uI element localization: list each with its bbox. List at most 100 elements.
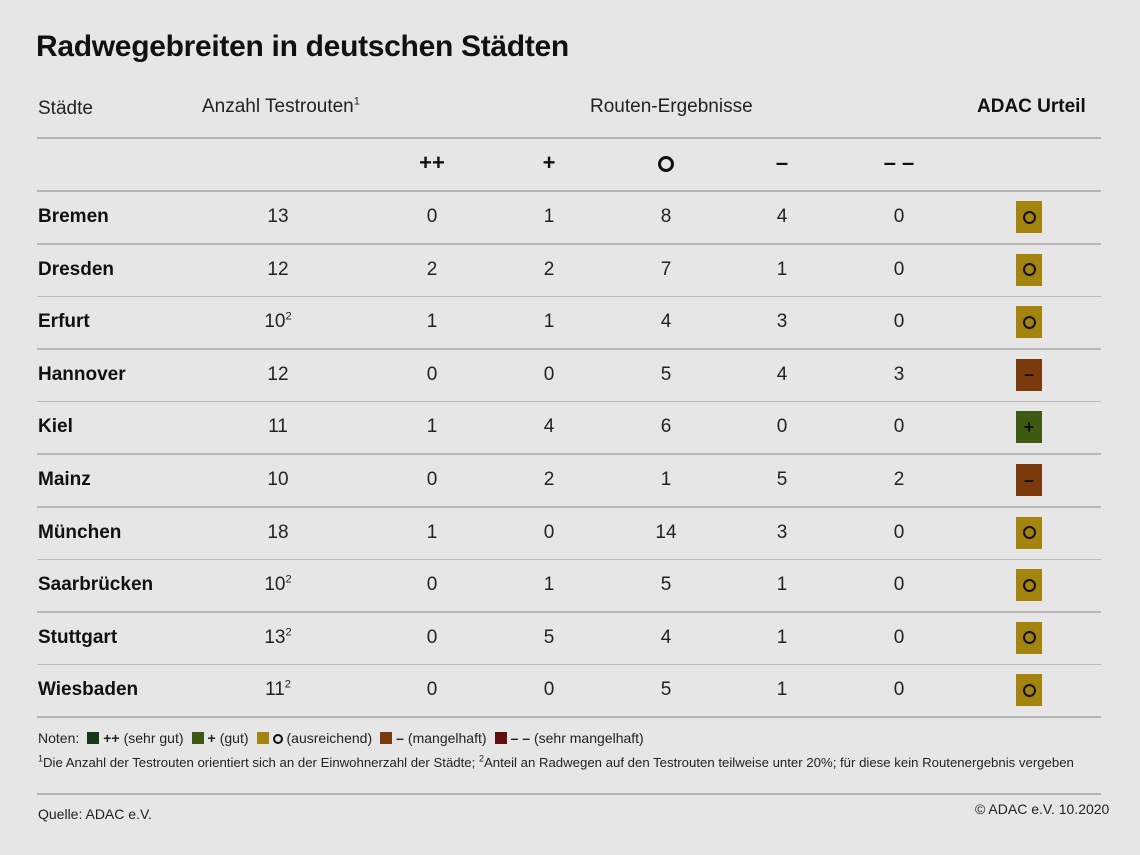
route-count-footnote: 2 <box>284 679 291 692</box>
route-count-value: 18 <box>267 521 289 543</box>
result-vp: 0 <box>893 206 905 227</box>
city-name: Mainz <box>38 469 91 490</box>
route-count: 132 <box>248 612 308 664</box>
route-count: 112 <box>248 664 308 716</box>
legend-mark: + <box>207 730 216 746</box>
result-p: 0 <box>776 416 788 438</box>
verdict-badge: – <box>1016 464 1042 496</box>
result-p: 4 <box>776 206 788 227</box>
result-vg: 1 <box>426 311 438 333</box>
route-count-footnote: 2 <box>285 626 292 639</box>
table-row: Stuttgart 132 0 5 4 1 0 <box>0 612 1140 664</box>
result-vg: 0 <box>426 679 438 701</box>
header-results: Routen-Ergebnisse <box>590 96 753 117</box>
result-vg: 0 <box>426 626 438 648</box>
result-p: 3 <box>776 311 788 333</box>
route-count: 10 <box>248 454 308 506</box>
result-vg: 0 <box>426 363 438 385</box>
result-s: 4 <box>660 626 672 648</box>
route-count: 102 <box>248 559 308 611</box>
route-count-value: 11 <box>268 416 288 438</box>
col-very-good: ++ <box>419 150 445 175</box>
result-vg: 0 <box>426 574 438 596</box>
result-g: 1 <box>543 206 555 227</box>
result-p: 1 <box>776 574 788 596</box>
result-s: 5 <box>660 363 672 385</box>
header-rule <box>37 137 1101 139</box>
route-count: 13 <box>248 191 308 243</box>
verdict-badge <box>1016 516 1042 549</box>
page-title: Radwegebreiten in deutschen Städten <box>36 30 569 63</box>
verdict-badge <box>1016 253 1042 286</box>
verdict-badge <box>1016 621 1042 654</box>
city-name: Erfurt <box>38 311 90 333</box>
table-row: Kiel 11 1 4 6 0 0 + <box>0 401 1140 453</box>
footnote-text-1: Die Anzahl der Testrouten orientiert sic… <box>43 755 479 770</box>
row-divider <box>37 295 1101 298</box>
legend-swatch <box>256 732 269 744</box>
verdict-badge <box>1016 674 1042 707</box>
subheader-rule <box>37 190 1101 192</box>
legend-mark: – <box>396 730 404 746</box>
result-s: 6 <box>660 416 672 438</box>
route-count-value: 10 <box>267 469 289 490</box>
row-divider <box>37 663 1101 666</box>
result-p: 1 <box>776 679 788 701</box>
table-row: Wiesbaden 112 0 0 5 1 0 <box>0 664 1140 716</box>
ring-icon <box>658 156 674 173</box>
table-row: Bremen 13 0 1 8 4 0 <box>0 191 1140 243</box>
route-count: 18 <box>248 507 308 559</box>
route-count-value: 13 <box>267 206 289 227</box>
header-routes: Anzahl Testrouten1 <box>202 96 360 118</box>
ring-icon <box>272 734 283 745</box>
route-count: 12 <box>248 349 308 401</box>
ring-icon <box>1022 315 1036 329</box>
result-p: 1 <box>776 258 788 280</box>
result-p: 3 <box>776 521 788 543</box>
legend-label: (mangelhaft) <box>407 730 487 746</box>
ring-icon <box>1022 631 1036 645</box>
result-vp: 0 <box>893 258 905 280</box>
legend-label: (sehr mangelhaft) <box>533 730 644 746</box>
result-vg: 0 <box>426 469 438 490</box>
col-good: + <box>542 150 556 175</box>
result-vp: 3 <box>893 363 905 385</box>
result-s: 8 <box>660 206 672 227</box>
ring-icon <box>1022 578 1036 592</box>
row-divider <box>37 506 1101 508</box>
footnote-sup-2: 2 <box>478 753 484 764</box>
result-p: 1 <box>776 626 788 648</box>
result-g: 0 <box>543 679 555 701</box>
copyright: © ADAC e.V. 10.2020 <box>975 801 1110 817</box>
footnote-sup-1: 1 <box>38 753 44 764</box>
result-vp: 2 <box>893 469 905 490</box>
route-count: 102 <box>248 296 308 348</box>
table-row: Hannover 12 0 0 5 4 3 – <box>0 349 1140 401</box>
table-row: Erfurt 102 1 1 4 3 0 <box>0 296 1140 348</box>
route-count-value: 12 <box>267 258 289 280</box>
city-name: Dresden <box>38 258 115 280</box>
result-g: 1 <box>543 574 555 596</box>
row-divider <box>37 243 1101 245</box>
legend-label: (gut) <box>219 730 249 746</box>
legend-mark <box>272 730 283 746</box>
result-s: 5 <box>660 574 672 596</box>
header-verdict: ADAC Urteil <box>977 96 1086 117</box>
verdict-badge <box>1016 306 1042 339</box>
row-divider <box>37 400 1101 403</box>
ring-icon <box>1022 526 1036 540</box>
result-s: 4 <box>660 311 672 333</box>
city-name: Kiel <box>38 416 73 438</box>
result-vp: 0 <box>893 311 905 333</box>
result-s: 7 <box>660 258 672 280</box>
header-routes-label: Anzahl Testrouten <box>202 96 354 117</box>
verdict-badge <box>1016 201 1042 233</box>
legend-swatch <box>87 732 100 744</box>
route-count-footnote: 2 <box>285 310 292 323</box>
city-name: Bremen <box>38 206 109 227</box>
result-vg: 1 <box>426 521 438 543</box>
legend-mark: – – <box>510 730 530 746</box>
legend-prefix: Noten: <box>38 730 80 746</box>
result-s: 5 <box>660 679 672 701</box>
header-routes-footnote: 1 <box>353 95 360 108</box>
